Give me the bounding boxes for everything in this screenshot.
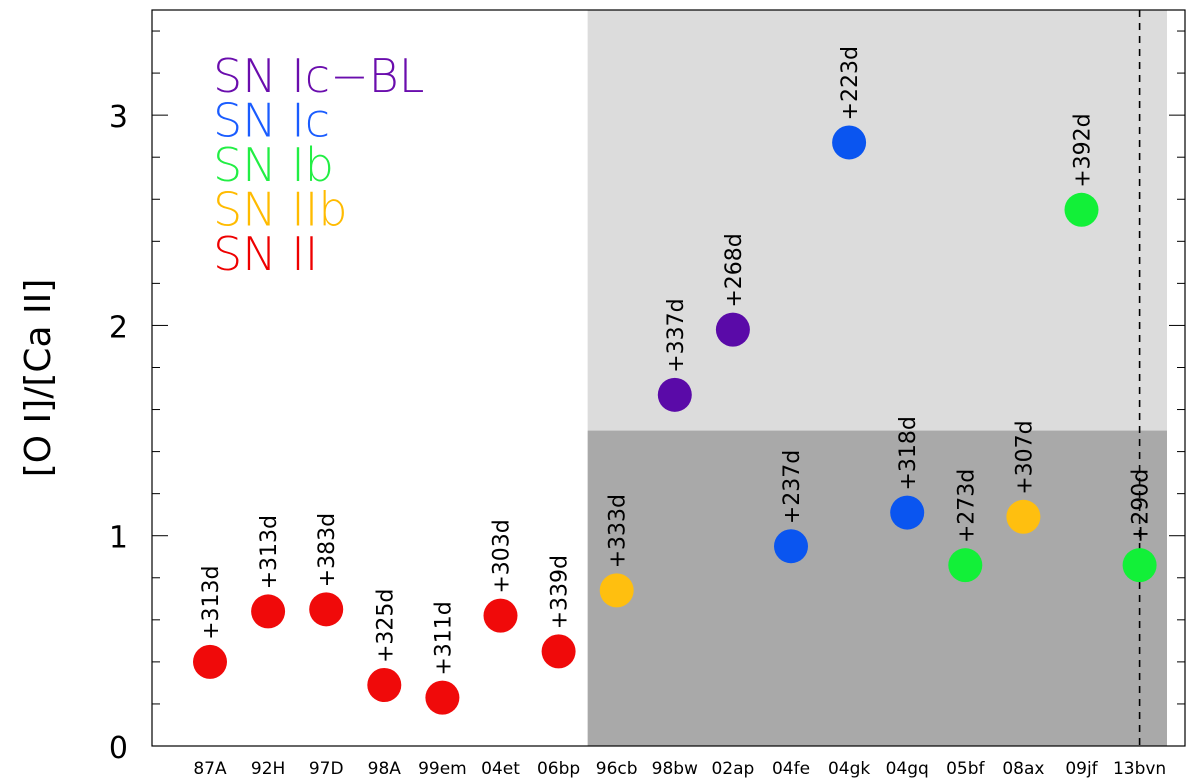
x-category-label: 04fe: [772, 759, 810, 779]
x-category-label: 99em: [418, 759, 467, 779]
data-label: +339d: [548, 555, 573, 629]
data-label: +290d: [1129, 469, 1154, 543]
shaded-region-1: [587, 430, 1167, 746]
data-label: +392d: [1071, 113, 1096, 187]
x-category-label: 96cb: [596, 759, 638, 779]
legend-entry: SN II: [213, 227, 318, 281]
legend-entry: SN Ib: [213, 138, 334, 192]
x-category-label: 02ap: [711, 759, 754, 779]
y-tick-label: 3: [109, 100, 128, 135]
data-point: [425, 680, 460, 715]
data-point: [948, 548, 983, 583]
data-label: +268d: [722, 233, 747, 307]
x-category-label: 04et: [481, 759, 520, 779]
y-tick-label: 1: [109, 521, 128, 556]
data-point: [367, 668, 402, 703]
data-point: [483, 598, 518, 633]
data-label: +311d: [431, 601, 456, 675]
data-label: +303d: [490, 519, 515, 593]
data-label: +337d: [664, 298, 689, 372]
y-tick-label: 0: [109, 731, 128, 766]
data-label: +325d: [373, 589, 398, 663]
x-category-label: 13bvn: [1113, 759, 1166, 779]
data-label: +313d: [257, 515, 282, 589]
x-category-label: 97D: [309, 759, 344, 779]
data-point: [251, 594, 286, 629]
data-label: +383d: [315, 513, 340, 587]
x-category-label: 05bf: [946, 759, 985, 779]
data-point: [541, 634, 576, 669]
data-point: [193, 644, 227, 679]
data-point: [890, 495, 925, 530]
data-label: +237d: [780, 450, 805, 524]
legend-entry: SN IIb: [213, 183, 348, 237]
data-label: +273d: [954, 469, 979, 543]
legend-entry: SN Ic−BL: [213, 49, 424, 103]
data-point: [715, 312, 750, 347]
data-point: [832, 125, 867, 160]
data-point: [1064, 192, 1099, 227]
x-category-label: 87A: [193, 759, 227, 779]
data-label: +318d: [896, 416, 921, 490]
data-point: [1122, 548, 1157, 583]
data-point: [1006, 499, 1041, 534]
y-axis-label: [O I]/[Ca II]: [18, 279, 59, 478]
x-category-label: 04gk: [828, 759, 870, 779]
x-category-label: 09jf: [1065, 759, 1098, 779]
x-category-label: 98A: [368, 759, 402, 779]
data-label: +333d: [606, 494, 631, 568]
legend-entry: SN Ic: [213, 94, 330, 148]
data-point: [774, 529, 808, 564]
plot-frame: [151, 9, 1186, 747]
data-label: +313d: [199, 565, 224, 639]
x-category-label: 06bp: [537, 759, 580, 779]
data-label: +307d: [1012, 420, 1037, 494]
x-category-label: 04gq: [886, 759, 929, 779]
data-point: [309, 592, 344, 627]
x-category-label: 98bw: [652, 759, 698, 779]
data-point: [657, 377, 692, 412]
data-point: [599, 573, 634, 608]
data-label: +223d: [838, 46, 863, 120]
x-category-label: 08ax: [1002, 759, 1044, 779]
x-category-label: 92H: [251, 759, 285, 779]
y-tick-label: 2: [109, 310, 128, 345]
